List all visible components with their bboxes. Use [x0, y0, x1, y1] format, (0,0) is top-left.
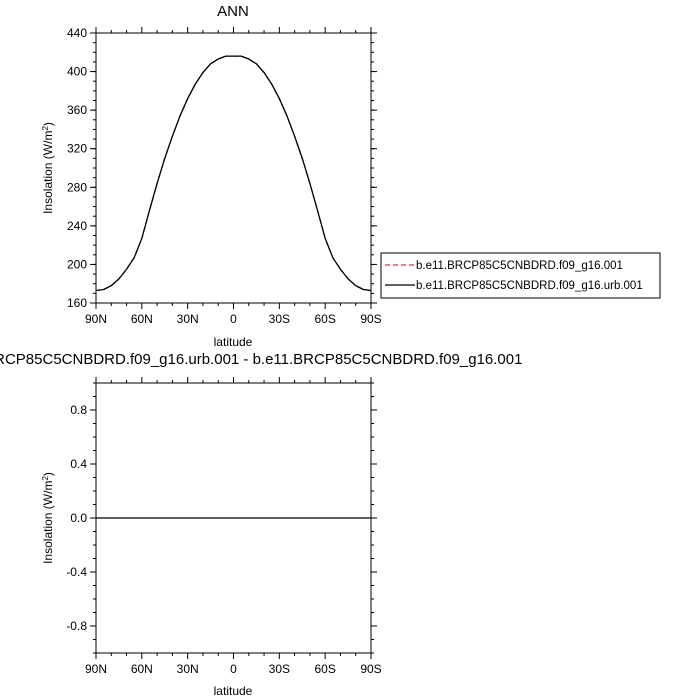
- top-x-tick-label: 0: [230, 312, 237, 326]
- top-y-axis-title-sup: 2: [41, 126, 50, 131]
- bottom-axis-ticks: [90, 377, 377, 659]
- top-series: [95, 55, 372, 292]
- top-x-tick-label: 60S: [314, 312, 335, 326]
- top-y-axis-title: Insolation (W/m2): [41, 122, 56, 214]
- top-y-tick-label: 240: [67, 219, 87, 233]
- top-x-tick-label: 90N: [85, 312, 107, 326]
- top-y-axis-title-close: ): [41, 122, 55, 126]
- top-axis-ticks: [90, 27, 377, 309]
- bottom-y-axis-title-close: ): [41, 472, 55, 476]
- bottom-y-tick-labels: -0.8 -0.4 0.0 0.4 0.8: [66, 403, 87, 633]
- bottom-x-tick-label: 30N: [177, 662, 199, 676]
- bottom-plot-title: b.e11.BRCP85C5CNBDRD.f09_g16.urb.001 - b…: [0, 351, 522, 368]
- top-y-tick-label: 440: [67, 26, 87, 40]
- top-series-line-1: [95, 55, 372, 292]
- top-y-tick-labels: 160 200 240 280 320 360 400 440: [67, 26, 87, 310]
- top-y-tick-label: 200: [67, 257, 87, 271]
- top-series-line-2: [95, 55, 372, 292]
- top-x-tick-labels: 90N 60N 30N 0 30S 60S 90S: [85, 312, 382, 326]
- top-x-axis-title: latitude: [214, 335, 253, 349]
- bottom-y-tick-label: 0.0: [70, 511, 87, 525]
- bottom-x-tick-label: 90N: [85, 662, 107, 676]
- top-panel: ANN 160 200 240 280 320 360 400 440 90N 60N 30N 0 3…: [41, 3, 382, 349]
- bottom-y-axis-title-main: Insolation (W/m: [41, 481, 55, 564]
- top-x-tick-label: 60N: [131, 312, 153, 326]
- legend-label-series-1: b.e11.BRCP85C5CNBDRD.f09_g16.001: [416, 260, 623, 272]
- bottom-x-tick-label: 60S: [314, 662, 335, 676]
- bottom-x-tick-label: 30S: [269, 662, 290, 676]
- bottom-x-tick-label: 60N: [131, 662, 153, 676]
- bottom-y-tick-label: -0.4: [66, 565, 87, 579]
- bottom-y-tick-label: 0.4: [70, 457, 87, 471]
- top-x-tick-label: 90S: [360, 312, 381, 326]
- top-plot-title: ANN: [217, 3, 249, 20]
- bottom-x-tick-label: 90S: [360, 662, 381, 676]
- legend: b.e11.BRCP85C5CNBDRD.f09_g16.001 b.e11.B…: [380, 252, 661, 299]
- top-y-tick-label: 280: [67, 180, 87, 194]
- top-y-tick-label: 320: [67, 142, 87, 156]
- legend-box: [380, 252, 661, 299]
- top-y-tick-label: 360: [67, 103, 87, 117]
- bottom-panel: b.e11.BRCP85C5CNBDRD.f09_g16.urb.001 - b…: [0, 351, 522, 698]
- top-plot-frame: [95, 32, 372, 304]
- top-y-tick-label: 160: [67, 296, 87, 310]
- legend-label-series-2: b.e11.BRCP85C5CNBDRD.f09_g16.urb.001: [416, 280, 643, 292]
- bottom-x-axis-title: latitude: [214, 684, 253, 698]
- bottom-y-tick-label: -0.8: [66, 619, 87, 633]
- top-y-axis-title-main: Insolation (W/m: [41, 131, 55, 214]
- top-y-tick-label: 400: [67, 65, 87, 79]
- top-x-tick-label: 30N: [177, 312, 199, 326]
- bottom-y-axis-title: Insolation (W/m2): [41, 472, 56, 564]
- bottom-x-tick-label: 0: [230, 662, 237, 676]
- top-x-tick-label: 30S: [269, 312, 290, 326]
- bottom-y-tick-label: 0.8: [70, 403, 87, 417]
- bottom-y-axis-title-sup: 2: [41, 476, 50, 481]
- bottom-x-tick-labels: 90N 60N 30N 0 30S 60S 90S: [85, 662, 382, 676]
